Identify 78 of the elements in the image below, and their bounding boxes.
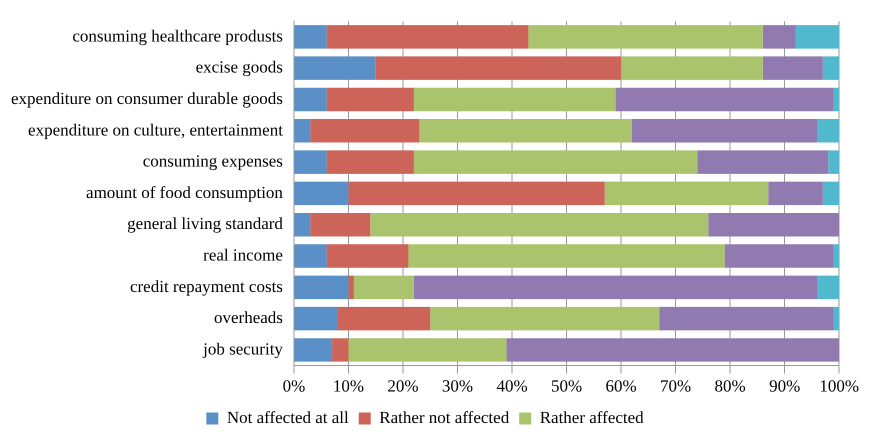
bar <box>659 306 834 330</box>
bar <box>310 119 420 143</box>
x-tick-label: 50% <box>550 376 582 396</box>
y-tick-label: consuming healthcare produsts <box>72 26 283 46</box>
y-tick-label: excise goods <box>196 58 283 77</box>
bar <box>834 88 840 112</box>
bar <box>817 119 840 143</box>
bar <box>310 212 370 236</box>
bar <box>796 25 840 49</box>
bar <box>354 276 414 300</box>
bar <box>414 150 698 174</box>
bar <box>414 276 818 300</box>
legend-label: Not affected at all <box>226 408 350 427</box>
bar <box>326 88 414 112</box>
bar <box>294 306 338 330</box>
bar <box>326 244 408 268</box>
x-tick-label: 30% <box>442 376 474 396</box>
bar <box>408 244 725 268</box>
bar <box>419 119 632 143</box>
y-tick-label: consuming expenses <box>142 152 283 171</box>
bar <box>294 150 327 174</box>
bar <box>348 338 507 362</box>
bar <box>762 25 796 49</box>
bar <box>370 212 708 236</box>
bar <box>768 182 823 206</box>
bar <box>338 306 430 330</box>
legend-label: Rather affected <box>540 408 644 427</box>
bar <box>817 276 840 300</box>
x-tick-label: 60% <box>605 376 637 396</box>
x-tick-label: 100% <box>819 376 860 396</box>
bar <box>724 244 834 268</box>
bar <box>506 338 840 362</box>
y-tick-label: job security <box>202 339 284 358</box>
x-tick-label: 10% <box>332 376 364 396</box>
bar <box>822 56 840 80</box>
bar <box>348 276 354 300</box>
bar <box>697 150 828 174</box>
legend-label: Rather not affected <box>379 408 510 427</box>
bar <box>762 56 823 80</box>
bar <box>708 212 840 236</box>
bar <box>294 212 310 236</box>
bar <box>294 88 327 112</box>
bar <box>822 182 840 206</box>
bar <box>616 88 834 112</box>
x-tick-label: 20% <box>387 376 419 396</box>
bar <box>834 244 840 268</box>
x-tick-label: 80% <box>714 376 746 396</box>
bar <box>294 119 310 143</box>
x-tick-label: 40% <box>496 376 528 396</box>
bar <box>294 56 376 80</box>
bar <box>834 306 840 330</box>
y-tick-label: expenditure on consumer durable goods <box>10 88 283 108</box>
bar <box>621 56 763 80</box>
x-tick-label: 70% <box>660 376 692 396</box>
y-tick-label: expenditure on culture, entertainment <box>28 120 284 140</box>
bar <box>414 88 616 112</box>
bar <box>294 244 327 268</box>
bar <box>430 306 660 330</box>
y-tick-label: amount of food consumption <box>86 182 284 202</box>
x-tick-label: 0% <box>282 376 306 396</box>
y-tick-label: real income <box>203 245 283 264</box>
x-tick-label: 90% <box>769 376 800 396</box>
y-tick-label: credit repayment costs <box>130 276 283 296</box>
bar <box>294 276 348 300</box>
bar <box>294 182 348 206</box>
bar <box>604 182 768 206</box>
bar <box>528 25 763 49</box>
bar <box>376 56 622 80</box>
y-tick-label: overheads <box>214 308 283 328</box>
y-tick-label: general living standard <box>127 214 284 234</box>
bar <box>294 338 332 362</box>
bar <box>326 150 414 174</box>
bar <box>332 338 348 362</box>
bar <box>348 182 605 206</box>
bar <box>294 25 327 49</box>
bar <box>828 150 840 174</box>
bar <box>326 25 528 49</box>
bar <box>632 119 818 143</box>
